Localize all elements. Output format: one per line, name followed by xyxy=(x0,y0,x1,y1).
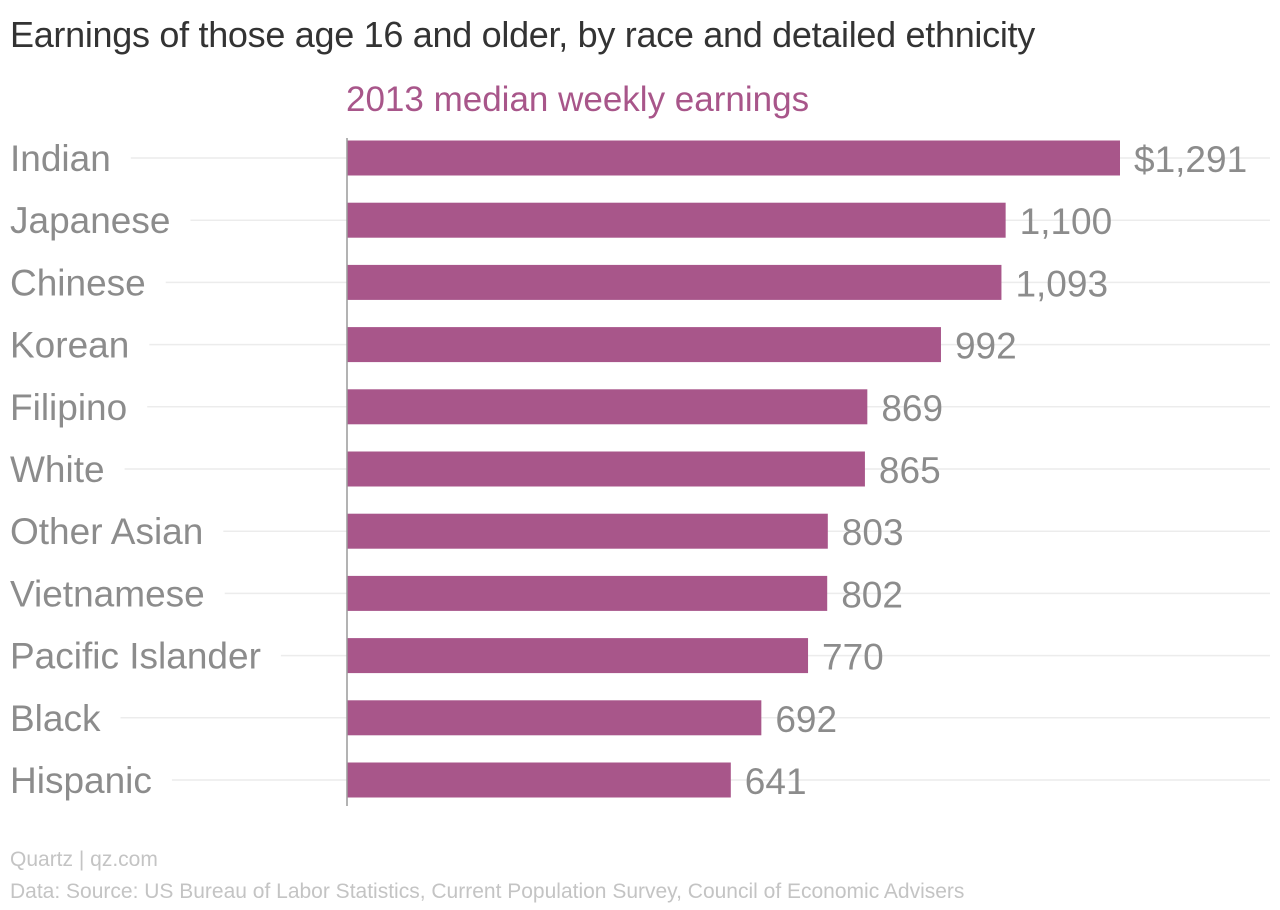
label-bg xyxy=(0,638,281,679)
chart-subtitle: 2013 median weekly earnings xyxy=(346,80,810,119)
category-label: Black xyxy=(10,698,101,739)
footer-data-note: Data: Source: US Bureau of Labor Statist… xyxy=(10,880,965,903)
chart-title: Earnings of those age 16 and older, by r… xyxy=(10,14,1035,55)
category-label: Chinese xyxy=(10,262,146,303)
bar xyxy=(347,638,809,674)
bar xyxy=(347,575,828,611)
bars xyxy=(347,140,1120,798)
label-bg xyxy=(0,700,121,741)
bar xyxy=(347,762,731,798)
label-bg xyxy=(0,389,148,430)
category-label: Korean xyxy=(10,325,129,366)
label-bg xyxy=(0,141,131,181)
bar xyxy=(347,327,941,363)
bar xyxy=(347,264,1002,300)
value-label: 992 xyxy=(955,326,1017,367)
category-label: Vietnamese xyxy=(10,573,205,614)
footer-source: Quartz | qz.com xyxy=(10,848,158,871)
bar xyxy=(347,513,828,549)
value-label: 865 xyxy=(879,450,941,491)
category-label: Japanese xyxy=(10,200,170,241)
bar xyxy=(347,451,865,487)
bar xyxy=(347,389,868,425)
bar xyxy=(347,700,762,736)
value-label: 770 xyxy=(822,637,884,678)
value-label: 869 xyxy=(881,388,943,429)
category-label: Filipino xyxy=(10,387,127,428)
bar xyxy=(347,140,1120,176)
bar xyxy=(347,202,1006,238)
value-label: 1,100 xyxy=(1020,201,1113,242)
labels: Indian $1,291 Japanese 1,100 Chinese 1,093 Kor… xyxy=(10,138,1247,802)
label-bg xyxy=(0,576,225,617)
label-bg xyxy=(0,203,191,244)
value-label: $1,291 xyxy=(1134,139,1247,180)
category-label: White xyxy=(10,449,105,490)
label-bg xyxy=(0,514,224,555)
label-bg xyxy=(0,763,172,803)
value-label: 803 xyxy=(842,512,904,553)
label-bg xyxy=(0,265,166,306)
value-label: 692 xyxy=(775,699,837,740)
label-bg xyxy=(0,452,125,492)
value-label: 1,093 xyxy=(1015,263,1108,304)
category-label: Other Asian xyxy=(10,511,203,552)
value-label: 641 xyxy=(745,761,807,802)
category-label: Pacific Islander xyxy=(10,636,261,677)
value-label: 802 xyxy=(841,574,903,615)
category-label: Indian xyxy=(10,138,111,179)
category-label: Hispanic xyxy=(10,760,152,801)
label-bg xyxy=(0,327,150,368)
